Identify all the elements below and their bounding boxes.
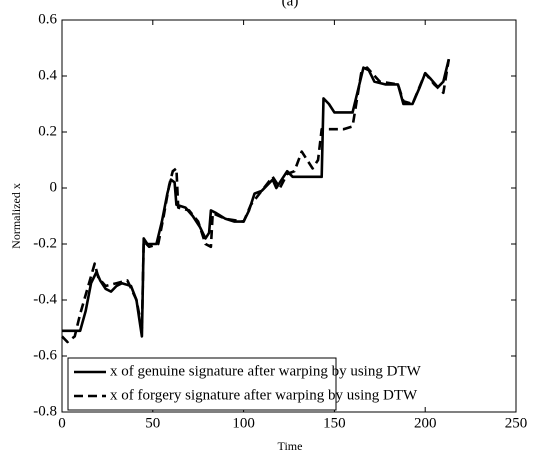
- x-tick-label: 50: [145, 415, 160, 431]
- y-tick-label: -0.8: [33, 403, 57, 419]
- legend-label: x of forgery signature after warping by …: [110, 387, 418, 403]
- x-tick-label: 250: [505, 415, 528, 431]
- y-tick-label: 0.4: [38, 67, 57, 83]
- y-tick-label: 0.6: [38, 11, 57, 27]
- y-tick-label: 0.2: [38, 123, 57, 139]
- y-tick-label: -0.6: [33, 347, 57, 363]
- y-tick-label: 0: [50, 179, 58, 195]
- chart-title: (a): [282, 0, 299, 9]
- y-tick-label: -0.2: [33, 235, 57, 251]
- legend-box: [67, 357, 337, 411]
- data-line: [61, 58, 451, 344]
- x-tick-label: 0: [58, 415, 66, 431]
- plot-frame: [61, 19, 517, 413]
- legend-label: x of genuine signature after warping by …: [110, 363, 422, 379]
- x-tick-label: 100: [232, 415, 255, 431]
- y-tick-label: -0.4: [33, 291, 57, 307]
- x-axis-label: Time: [278, 439, 303, 453]
- x-tick-label: 200: [414, 415, 437, 431]
- x-tick-label: 150: [323, 415, 346, 431]
- y-axis-label: Normalized x: [9, 183, 23, 249]
